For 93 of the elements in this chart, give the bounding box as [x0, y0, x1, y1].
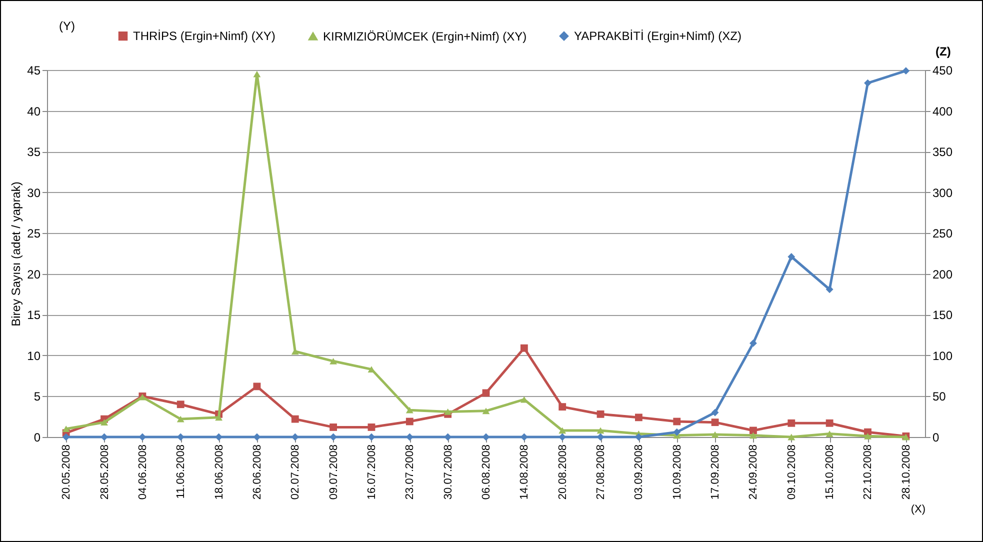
- point: [864, 79, 872, 87]
- y-tick-label: 45: [27, 64, 41, 78]
- y-tick-label: 15: [27, 308, 41, 322]
- point: [711, 431, 719, 438]
- point: [634, 414, 642, 422]
- x-tick-label: 04.06.2008: [136, 444, 149, 500]
- point: [330, 424, 338, 431]
- y2-tick-label: 300: [932, 186, 953, 200]
- point: [291, 415, 299, 423]
- point: [558, 403, 566, 411]
- x-tick-label: 14.08.2008: [518, 444, 531, 500]
- x-tick-label: 26.06.2008: [251, 444, 264, 500]
- y2-tick-label: 450: [932, 64, 953, 78]
- legend-label: YAPRAKBİTİ (Ergin+Nimf) (XZ): [574, 29, 742, 44]
- y2-axis-title: (Z): [936, 44, 951, 58]
- point: [176, 416, 184, 422]
- point: [788, 419, 796, 427]
- point: [520, 344, 528, 352]
- x-tick-label: 18.06.2008: [213, 444, 226, 500]
- x-tick-label: 23.07.2008: [404, 444, 416, 500]
- point: [62, 433, 70, 441]
- x-tick-label: 17.09.2008: [710, 444, 722, 500]
- point: [902, 67, 910, 75]
- point: [482, 408, 490, 414]
- y-axis-title: Birey Sayısı (adet / yaprak): [9, 182, 24, 326]
- x-tick-label: 20.08.2008: [556, 444, 569, 500]
- y2-tick-label: 350: [932, 145, 953, 160]
- point: [444, 408, 452, 415]
- point: [330, 358, 338, 364]
- y-tick-label: 30: [27, 186, 41, 200]
- point: [711, 408, 719, 416]
- y2-tick-label: 50: [932, 390, 946, 404]
- text: (Y): [59, 19, 75, 33]
- point: [253, 70, 261, 78]
- point: [62, 426, 70, 432]
- y2-tick-label: 100: [932, 348, 953, 363]
- point: [826, 286, 834, 294]
- point: [596, 427, 604, 434]
- x-tick-label: 11.06.2008: [175, 444, 188, 499]
- x-tick-label: 15.10.2008: [824, 444, 836, 500]
- point: [596, 410, 604, 418]
- x-axis-title: (X): [910, 504, 926, 516]
- point: [673, 418, 681, 426]
- y2-tick-label: 250: [932, 226, 953, 241]
- y-tick-label: 5: [34, 390, 41, 404]
- x-tick-label: 09.10.2008: [786, 444, 798, 500]
- x-tick-label: 06.08.2008: [480, 444, 492, 500]
- y-tick-label: 20: [27, 267, 41, 282]
- y-tick-label: 35: [27, 145, 41, 160]
- y2-tick-label: 200: [932, 267, 953, 282]
- point: [750, 426, 757, 434]
- y2-tick-label: 150: [932, 308, 953, 322]
- y-tick-label: 0: [34, 430, 41, 444]
- point: [788, 253, 796, 260]
- x-tick-label: 28.05.2008: [98, 444, 111, 500]
- x-tick-label: 28.10.2008: [900, 444, 912, 500]
- point: [558, 427, 566, 434]
- point: [368, 433, 376, 441]
- y2-tick-label: 400: [932, 104, 953, 118]
- y-tick-label: 40: [27, 104, 41, 118]
- point: [711, 418, 719, 426]
- point: [100, 419, 108, 426]
- x-tick-label: 24.09.2008: [748, 444, 760, 500]
- point: [482, 433, 490, 441]
- point: [368, 424, 376, 431]
- x-tick-label: 30.07.2008: [442, 444, 454, 500]
- point: [826, 419, 834, 427]
- x-tick-label: 22.10.2008: [862, 444, 874, 500]
- legend-label: KIRMIZIÖRÜMCEK (Ergin+Nimf) (XY): [323, 29, 527, 44]
- y-tick-label: 25: [27, 226, 41, 241]
- point: [750, 432, 757, 439]
- y2-tick-label: 0: [932, 430, 940, 444]
- point: [253, 433, 261, 441]
- x-tick-label: 09.07.2008: [328, 444, 340, 500]
- x-tick-label: 16.07.2008: [366, 444, 378, 500]
- y-tick-label: 10: [27, 348, 41, 363]
- x-tick-label: 27.08.2008: [595, 444, 608, 500]
- point: [864, 432, 872, 440]
- point: [176, 400, 184, 408]
- point: [596, 433, 604, 441]
- point: [406, 418, 414, 426]
- point: [673, 428, 681, 436]
- point: [750, 340, 757, 347]
- point: [788, 434, 796, 440]
- point: [826, 430, 834, 437]
- x-tick-label: 10.09.2008: [671, 444, 684, 500]
- point: [406, 406, 414, 414]
- x-tick-label: 02.07.2008: [290, 444, 302, 500]
- legend-label: THRİPS (Ergin+Nimf) (XY): [133, 29, 276, 44]
- point: [253, 382, 261, 390]
- x-tick-label: 20.05.2008: [60, 444, 73, 500]
- point: [368, 366, 376, 373]
- x-tick-label: 03.09.2008: [633, 444, 646, 500]
